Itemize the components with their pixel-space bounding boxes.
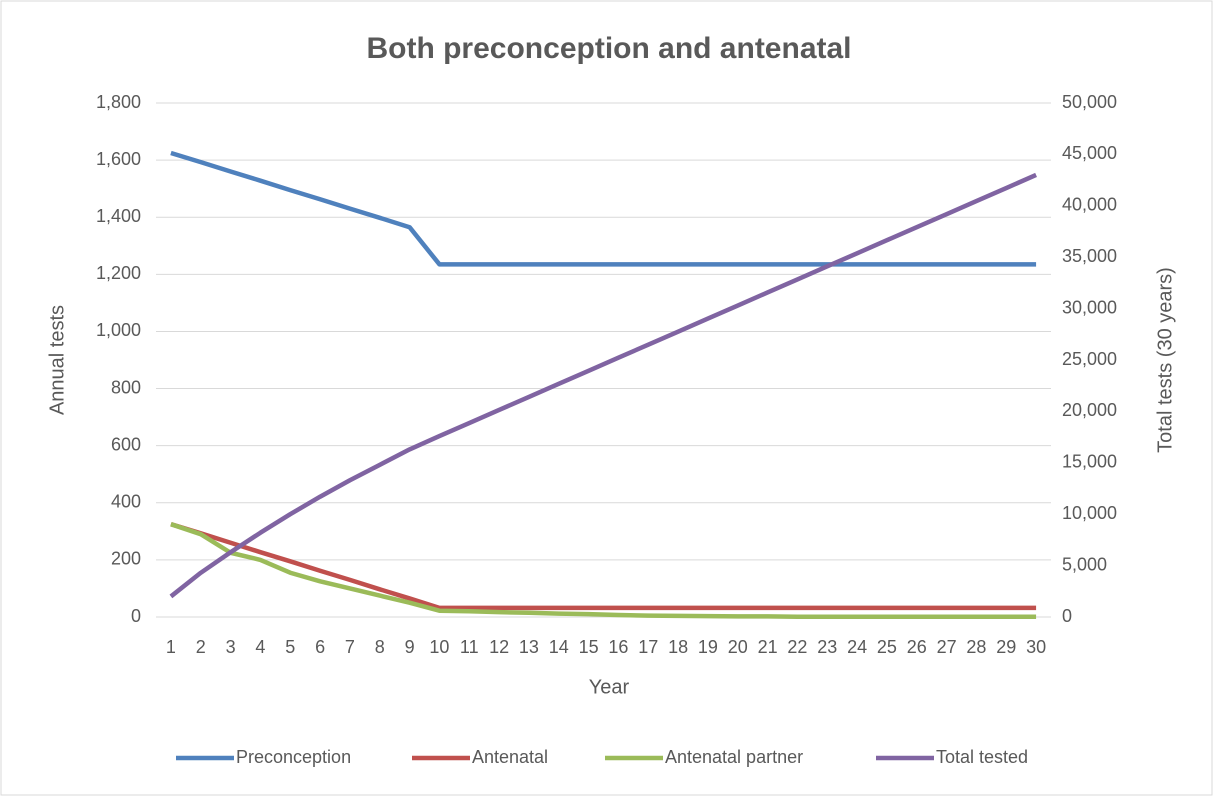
x-tick-label: 12	[489, 637, 509, 657]
y2-tick-label: 25,000	[1062, 349, 1117, 369]
x-tick-label: 26	[907, 637, 927, 657]
legend-label: Preconception	[236, 747, 351, 767]
x-tick-label: 20	[728, 637, 748, 657]
y2-tick-label: 0	[1062, 606, 1072, 626]
x-tick-label: 9	[405, 637, 415, 657]
x-tick-label: 4	[255, 637, 265, 657]
x-tick-label: 15	[579, 637, 599, 657]
x-tick-label: 29	[996, 637, 1016, 657]
x-tick-label: 8	[375, 637, 385, 657]
x-tick-label: 25	[877, 637, 897, 657]
legend-label: Antenatal partner	[665, 747, 803, 767]
series-line	[169, 172, 1037, 599]
legend-label: Total tested	[936, 747, 1028, 767]
x-tick-label: 17	[638, 637, 658, 657]
x-tick-label: 2	[196, 637, 206, 657]
x-tick-label: 24	[847, 637, 867, 657]
y-tick-label: 400	[111, 492, 141, 512]
series-line	[170, 522, 1037, 611]
x-tick-label: 7	[345, 637, 355, 657]
y-tick-label: 1,600	[96, 149, 141, 169]
x-tick-label: 21	[758, 637, 778, 657]
x-tick-label: 10	[429, 637, 449, 657]
y-tick-label: 200	[111, 549, 141, 569]
y2-tick-label: 30,000	[1062, 297, 1117, 317]
series-line	[170, 150, 1037, 267]
y2-tick-label: 35,000	[1062, 246, 1117, 266]
y-tick-label: 0	[131, 606, 141, 626]
y2-axis-title: Total tests (30 years)	[1154, 267, 1176, 453]
y-tick-label: 1,800	[96, 92, 141, 112]
y2-tick-label: 5,000	[1062, 554, 1107, 574]
x-axis-title: Year	[589, 676, 630, 698]
chart-title: Both preconception and antenatal	[366, 32, 851, 65]
x-tick-label: 27	[937, 637, 957, 657]
x-tick-label: 6	[315, 637, 325, 657]
x-tick-label: 13	[519, 637, 539, 657]
y2-tick-label: 40,000	[1062, 195, 1117, 215]
legend-label: Antenatal	[472, 747, 548, 767]
y-tick-label: 1,400	[96, 206, 141, 226]
x-tick-label: 1	[166, 637, 176, 657]
x-tick-label: 30	[1026, 637, 1046, 657]
y-tick-label: 1,000	[96, 320, 141, 340]
y2-tick-label: 45,000	[1062, 143, 1117, 163]
x-tick-label: 28	[966, 637, 986, 657]
x-tick-label: 18	[668, 637, 688, 657]
x-tick-label: 19	[698, 637, 718, 657]
x-tick-label: 3	[226, 637, 236, 657]
x-tick-label: 23	[817, 637, 837, 657]
x-tick-label: 5	[285, 637, 295, 657]
y-tick-label: 1,200	[96, 263, 141, 283]
x-tick-label: 22	[787, 637, 807, 657]
y-tick-label: 600	[111, 434, 141, 454]
y2-tick-label: 20,000	[1062, 400, 1117, 420]
y-tick-label: 800	[111, 377, 141, 397]
x-tick-label: 16	[608, 637, 628, 657]
x-tick-label: 11	[460, 637, 479, 657]
y-axis-title: Annual tests	[46, 305, 68, 415]
y2-tick-label: 15,000	[1062, 452, 1117, 472]
series-line	[170, 522, 1037, 619]
x-tick-label: 14	[549, 637, 569, 657]
y2-tick-label: 10,000	[1062, 503, 1117, 523]
y2-tick-label: 50,000	[1062, 92, 1117, 112]
